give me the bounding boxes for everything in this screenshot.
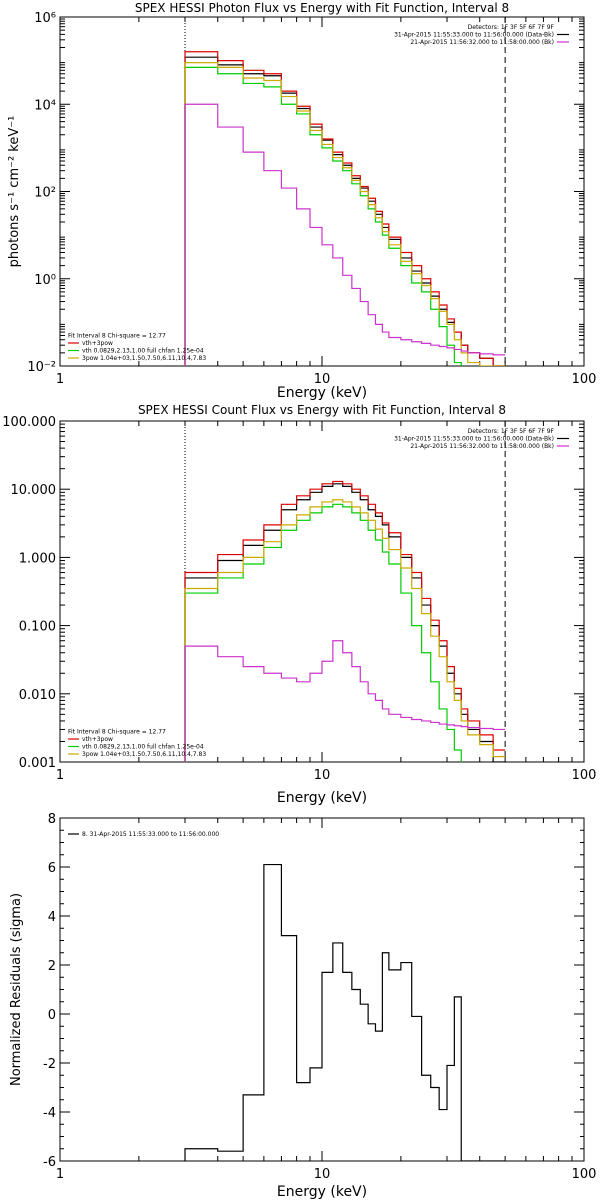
resid-legend-top-left: 8. 31-Apr-2015 11:55:33.000 to 11:56:00.…: [68, 831, 219, 838]
photon-legend-text: vth 0.0829,2.13,1.00 full chfan 1.25e-04: [82, 348, 204, 355]
count-legend-text: 31-Apr-2015 11:55:33.000 to 11:56:00.000…: [394, 436, 554, 443]
resid-x-tick-label: 10: [314, 1167, 331, 1182]
photon-plot-area: [184, 51, 506, 366]
count-y-tick-label: 0.010: [19, 688, 56, 703]
count-y-tick-label: 0.100: [19, 620, 56, 635]
photon-legend-text: Detectors: 1F 3F 5F 6F 7F 9F: [468, 24, 555, 31]
resid-y-tick-label: 4: [48, 910, 56, 925]
photon-series-3-line: [184, 62, 506, 366]
photon-series-1-line: [184, 51, 506, 366]
count-y-tick-label: 1.000: [19, 551, 56, 566]
photon-y-tick-label: 10⁴: [34, 98, 56, 113]
count-legend-top-right: Detectors: 1F 3F 5F 6F 7F 9F31-Apr-2015 …: [394, 428, 569, 450]
photon-y-tick-label: 10²: [34, 186, 56, 201]
count-series-1-line: [184, 480, 506, 762]
count-legend-bottom-left: Fit Interval 8 Chi-square = 12.77vth+3po…: [68, 729, 206, 758]
resid-y-tick-label: 6: [48, 861, 56, 876]
count-x-tick-label: 10: [314, 768, 331, 783]
photon-legend-bottom-left: Fit Interval 8 Chi-square = 12.77vth+3po…: [68, 333, 206, 362]
photon-y-tick-label: 10⁰: [34, 273, 56, 288]
count-x-tick-label: 1: [56, 768, 64, 783]
resid-x-axis-label: Energy (keV): [277, 1184, 367, 1200]
count-y-tick-label: 10.000: [11, 483, 57, 498]
resid-y-tick-label: 2: [48, 959, 56, 974]
photon-chart: 1 10 100 10⁻² 10⁰ 10² 10⁴ 10⁶ SPEX HESSI Photon …: [7, 1, 596, 401]
photon-legend-text: 31-Apr-2015 11:55:33.000 to 11:56:00.000…: [394, 32, 554, 39]
resid-series-0-line: [184, 863, 506, 1161]
resid-x-tick-label: 100: [572, 1167, 597, 1182]
resid-x-tick-label: 1: [56, 1167, 64, 1182]
photon-y-tick-label: 10⁶: [34, 11, 56, 26]
count-legend-text: 21-Apr-2015 11:56:32.000 to 11:58:00.000…: [410, 443, 554, 450]
count-legend-text: vth+3pow: [82, 736, 113, 743]
count-legend-text: Detectors: 1F 3F 5F 6F 7F 9F: [468, 428, 555, 435]
count-series-0-line: [184, 483, 506, 762]
resid-y-tick-label: 8: [48, 812, 56, 827]
photon-legend-text: 21-Apr-2015 11:56:32.000 to 11:58:00.000…: [410, 39, 554, 46]
count-y-tick-label: 100.000: [2, 415, 56, 430]
photon-x-tick-label: 10: [314, 372, 331, 387]
photon-legend-text: vth+3pow: [82, 340, 113, 347]
photon-x-axis-label: Energy (keV): [277, 385, 367, 401]
count-series-2-line: [184, 503, 462, 762]
resid-chart: 1 10 100 -6 -4 -2 0 2 4 6 8 Energy (keV) Normalized …: [9, 812, 596, 1200]
photon-legend-text: Fit Interval 8 Chi-square = 12.77: [68, 333, 166, 340]
photon-y-axis-label: photons s⁻¹ cm⁻² keV⁻¹: [7, 116, 22, 268]
photon-series-4-line: [184, 103, 506, 366]
count-legend-text: Fit Interval 8 Chi-square = 12.77: [68, 729, 166, 736]
resid-y-axis-label: Normalized Residuals (sigma): [9, 893, 24, 1086]
count-series-4-line: [184, 640, 506, 762]
count-x-tick-label: 100: [572, 768, 597, 783]
photon-x-tick-label: 1: [56, 372, 64, 387]
photon-x-tick-label: 100: [572, 372, 597, 387]
resid-plot-area: [184, 863, 506, 1161]
count-legend-text: vth 0.0829,2.13,1.00 full chfan 1.25e-04: [82, 744, 204, 751]
resid-legend-text: 8. 31-Apr-2015 11:55:33.000 to 11:56:00.…: [82, 831, 219, 838]
count-chart: 1 10 100 0.001 0.010 0.100 1.000 10.000 100.000 S…: [2, 403, 596, 806]
count-title: SPEX HESSI Count Flux vs Energy with Fit…: [138, 403, 506, 417]
resid-y-tick-label: -4: [43, 1106, 56, 1121]
photon-y-tick-label: 10⁻²: [27, 360, 56, 375]
photon-title: SPEX HESSI Photon Flux vs Energy with Fi…: [135, 1, 509, 15]
count-series-3-line: [184, 499, 506, 762]
resid-y-tick-label: -6: [43, 1155, 56, 1170]
count-y-tick-label: 0.001: [19, 756, 56, 771]
resid-y-tick-label: -2: [43, 1057, 56, 1072]
photon-legend-text: 3pow 1.04e+03,1.50,7.50,6.11,10.4,7.83: [82, 355, 206, 362]
photon-series-0-line: [184, 56, 506, 366]
photon-legend-top-right: Detectors: 1F 3F 5F 6F 7F 9F31-Apr-2015 …: [394, 24, 569, 46]
count-x-axis-label: Energy (keV): [277, 790, 367, 806]
count-legend-text: 3pow 1.04e+03,1.50,7.50,6.11,10.4,7.83: [82, 751, 206, 758]
resid-y-tick-label: 0: [48, 1008, 56, 1023]
count-plot-area: [184, 480, 506, 762]
